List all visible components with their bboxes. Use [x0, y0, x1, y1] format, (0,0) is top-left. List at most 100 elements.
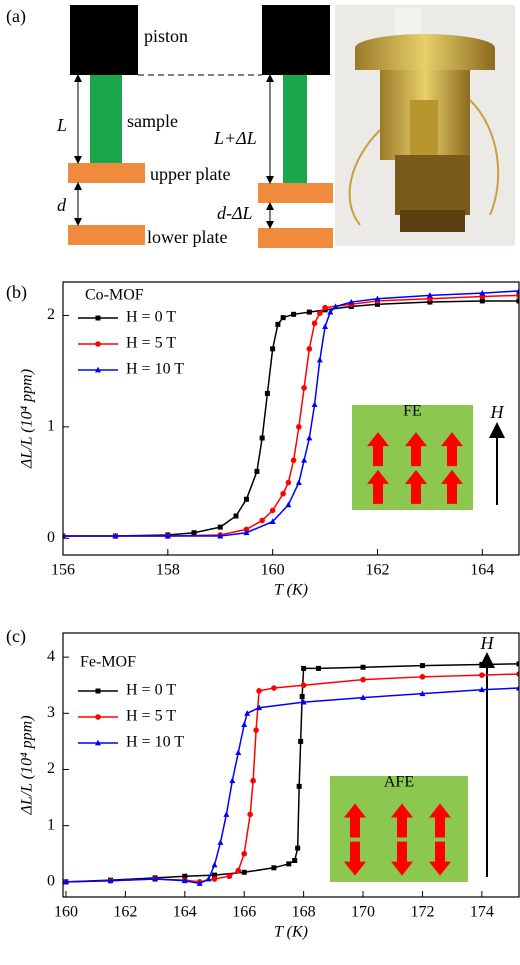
panel-label: (a) [6, 6, 26, 27]
plot-frame [62, 632, 520, 898]
x-axis-label: T (K) [274, 924, 308, 941]
spin-arrow [344, 841, 366, 876]
marker [332, 303, 339, 309]
spin-arrow [367, 432, 389, 467]
marker [95, 714, 101, 720]
marker [360, 694, 367, 700]
legend-label: H = 5 T [126, 708, 176, 725]
legend-label: H = 10 T [126, 734, 184, 751]
marker [292, 857, 298, 863]
marker [317, 310, 323, 317]
legend-label: H = 0 T [126, 309, 176, 326]
marker [374, 301, 380, 307]
marker [152, 875, 159, 882]
panel-label: (c) [6, 626, 26, 647]
marker [243, 526, 250, 533]
legend-label: H = 0 T [126, 682, 176, 699]
marker [360, 664, 366, 670]
marker [205, 875, 212, 882]
marker [181, 877, 188, 884]
marker [479, 661, 485, 667]
series-line [63, 290, 519, 537]
marker [275, 321, 281, 327]
x-tick-label: 166 [232, 904, 256, 921]
lower-plate [68, 225, 145, 245]
x-tick-label: 156 [51, 562, 75, 579]
piston [262, 5, 330, 75]
x-tick-label: 168 [292, 904, 316, 921]
marker [196, 880, 203, 886]
marker [243, 529, 250, 536]
spin-arrow [441, 432, 463, 467]
marker [247, 811, 253, 818]
marker [182, 873, 188, 879]
marker [300, 698, 307, 705]
marker [306, 434, 313, 441]
marker [241, 850, 248, 857]
marker [269, 518, 276, 524]
spin-arrow [405, 469, 427, 504]
chart-title: Fe-MOF [80, 654, 136, 671]
y-tick-label: 1 [47, 816, 55, 833]
piston [70, 5, 138, 75]
marker [95, 688, 101, 694]
label: sample [127, 111, 178, 131]
y-tick-label: 2 [47, 760, 55, 777]
marker [253, 727, 259, 733]
marker [516, 298, 519, 304]
marker [315, 665, 321, 671]
y-axis-label: ΔL/L (10⁴ ppm) [19, 715, 36, 815]
marker [241, 721, 248, 727]
marker [311, 401, 318, 407]
marker [270, 346, 276, 352]
marker [226, 873, 233, 880]
spin-arrow [429, 841, 451, 876]
field-label: H [480, 633, 495, 653]
y-tick-label: 0 [47, 529, 55, 546]
plot-frame [62, 281, 520, 556]
spin-arrow [391, 841, 413, 876]
inset-label: AFE [384, 774, 414, 791]
marker [264, 390, 270, 396]
label: piston [144, 26, 188, 46]
marker [217, 524, 223, 530]
marker [419, 690, 426, 697]
marker [95, 315, 101, 321]
x-tick-label: 160 [54, 904, 78, 921]
x-tick-label: 162 [113, 904, 137, 921]
marker [191, 530, 197, 536]
marker [211, 861, 218, 868]
label: L [56, 115, 67, 135]
y-axis-label: ΔL/L (10⁴ ppm) [19, 369, 36, 469]
panel-label: (b) [6, 282, 27, 303]
marker [223, 811, 230, 817]
marker [285, 479, 292, 486]
legend-label: H = 5 T [126, 335, 176, 352]
marker [299, 693, 305, 699]
panel-a: (a) piston sample upper plate lower plat… [6, 5, 515, 248]
x-tick-label: 174 [470, 904, 494, 921]
marker [259, 435, 265, 441]
label: d-ΔL [217, 203, 253, 223]
marker [95, 366, 101, 373]
marker [107, 877, 114, 884]
marker [254, 468, 260, 474]
marker [311, 320, 318, 327]
label: lower plate [147, 227, 227, 247]
x-axis-label: T (K) [274, 582, 308, 599]
marker [426, 292, 433, 298]
marker [235, 867, 242, 874]
marker [280, 315, 286, 321]
x-tick-label: 172 [410, 904, 434, 921]
marker [296, 424, 302, 430]
marker [419, 674, 426, 680]
spin-arrow [405, 432, 427, 467]
marker [229, 777, 236, 784]
marker [298, 738, 304, 744]
marker [516, 287, 519, 294]
marker [306, 309, 312, 315]
marker [516, 661, 519, 667]
marker [95, 341, 101, 347]
marker [419, 663, 425, 669]
x-tick-label: 158 [156, 562, 180, 579]
